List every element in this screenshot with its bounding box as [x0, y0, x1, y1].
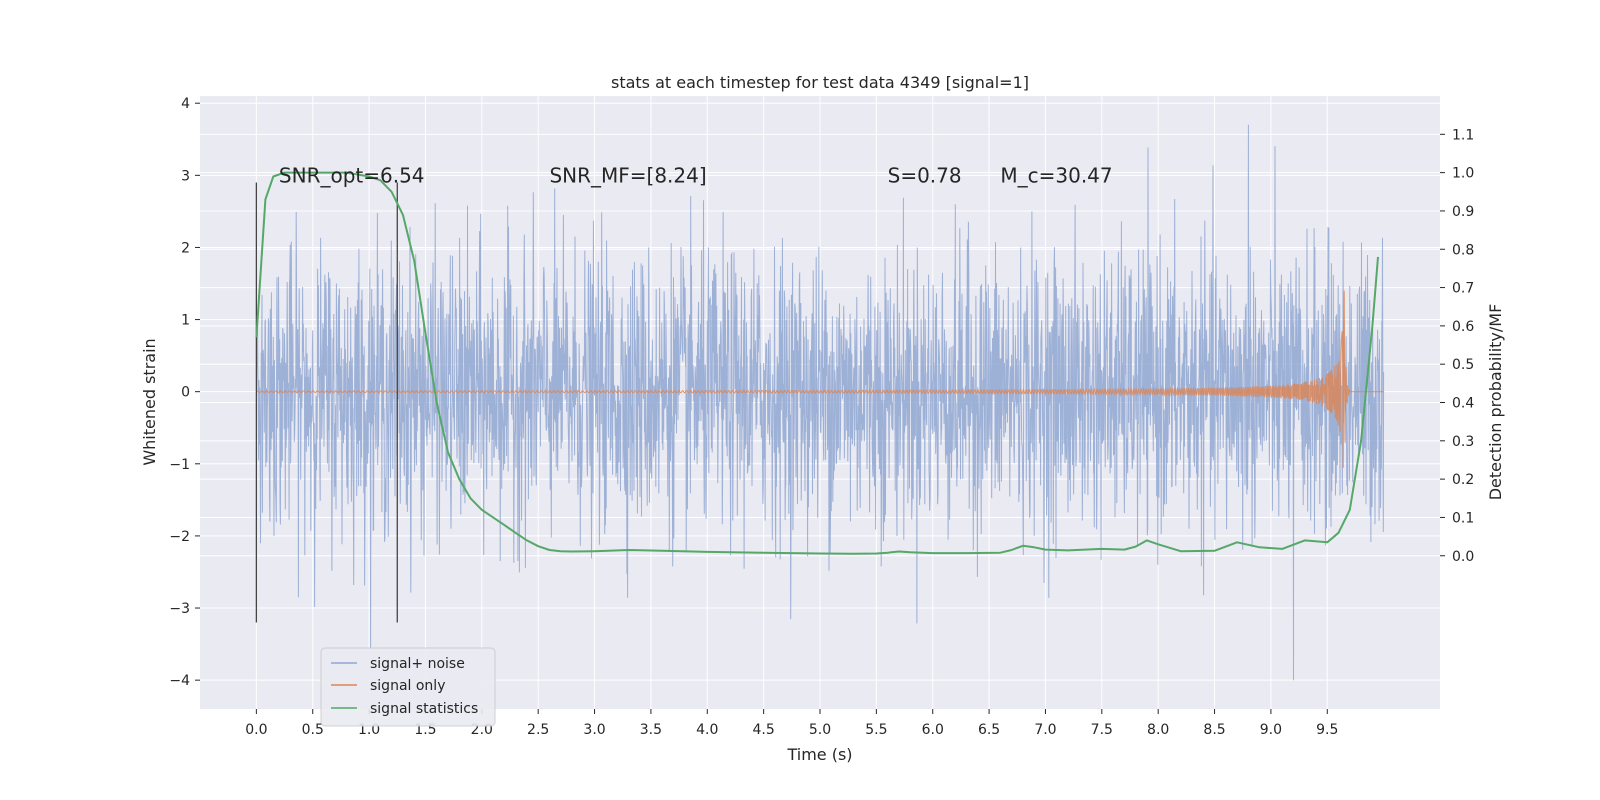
y2-tick-label: 0.4: [1452, 396, 1474, 412]
line-signal-only: [256, 290, 1384, 468]
x-tick-label: 4.5: [753, 722, 775, 738]
series-signal-statistics: [255, 171, 1379, 555]
y2-tick-label: 1.0: [1452, 166, 1474, 182]
annotation-text: S=0.78: [888, 164, 962, 188]
x-tick-label: 3.5: [640, 722, 662, 738]
x-tick-label: 8.5: [1203, 722, 1225, 738]
ticks: 0.0 0.5 1.0 1.5 2.0 2.5 3.0 3.5 4.0 4.5 5.0 5.5 6.0 6…: [169, 96, 1474, 738]
x-tick-label: 6.0: [922, 722, 944, 738]
y2-tick-label: 0.1: [1452, 510, 1474, 526]
chart-title: stats at each timestep for test data 434…: [611, 73, 1029, 92]
x-tick-label: 5.0: [809, 722, 831, 738]
y2-tick-label: 0.3: [1452, 434, 1474, 450]
marker-lines: [255, 182, 398, 623]
x-tick-label: 4.0: [696, 722, 718, 738]
y2-tick-label: 0.8: [1452, 242, 1474, 258]
y2-tick-label: 0.2: [1452, 472, 1474, 488]
x-tick-label: 6.5: [978, 722, 1000, 738]
legend: signal+ noise signal only signal statist…: [320, 647, 496, 727]
y-tick-label: −2: [169, 529, 190, 545]
x-tick-label: 9.5: [1316, 722, 1338, 738]
x-tick-label: 8.0: [1147, 722, 1169, 738]
line-signal-statistics: [255, 171, 1379, 555]
x-tick-label: 0.5: [302, 722, 324, 738]
annotation-text: SNR_MF=[8.24]: [549, 164, 706, 188]
series-signal-only: [256, 290, 1384, 468]
series-signal-plus-noise: [255, 124, 1385, 681]
y-tick-label: 1: [181, 313, 190, 329]
y2-axis-label: Detection probability/MF: [1486, 304, 1505, 501]
y-tick-label: −4: [169, 673, 190, 689]
y2-tick-label: 0.9: [1452, 204, 1474, 220]
y-tick-label: 3: [181, 168, 190, 184]
x-tick-label: 2.5: [527, 722, 549, 738]
x-tick-label: 7.5: [1091, 722, 1113, 738]
legend-label-noise: signal+ noise: [370, 656, 465, 672]
y2-tick-label: 0.7: [1452, 281, 1474, 297]
y2-tick-label: 0.5: [1452, 357, 1474, 373]
y2-tick-label: 0.0: [1452, 549, 1474, 565]
legend-label-signal: signal only: [370, 678, 445, 694]
x-tick-label: 5.5: [865, 722, 887, 738]
y-tick-label: 4: [181, 96, 190, 112]
x-tick-label: 7.0: [1034, 722, 1056, 738]
legend-label-stats: signal statistics: [370, 701, 478, 717]
y-tick-label: 2: [181, 240, 190, 256]
y-tick-label: −3: [169, 601, 190, 617]
y2-tick-label: 1.1: [1452, 127, 1474, 143]
annotations: SNR_opt=6.54 SNR_MF=[8.24] S=0.78 M_c=30.47: [279, 164, 1113, 188]
x-axis-label: Time (s): [786, 745, 852, 764]
y2-tick-label: 0.6: [1452, 319, 1474, 335]
annotation-text: M_c=30.47: [1000, 164, 1112, 188]
x-tick-label: 9.0: [1260, 722, 1282, 738]
y-tick-label: 0: [181, 385, 190, 401]
line-signal-plus-noise: [255, 124, 1385, 681]
y-tick-label: −1: [169, 457, 190, 473]
annotation-text: SNR_opt=6.54: [279, 164, 425, 188]
x-tick-label: 3.0: [583, 722, 605, 738]
legend-box: [320, 647, 496, 727]
y-axis-label: Whitened strain: [140, 338, 159, 465]
x-tick-label: 0.0: [245, 722, 267, 738]
